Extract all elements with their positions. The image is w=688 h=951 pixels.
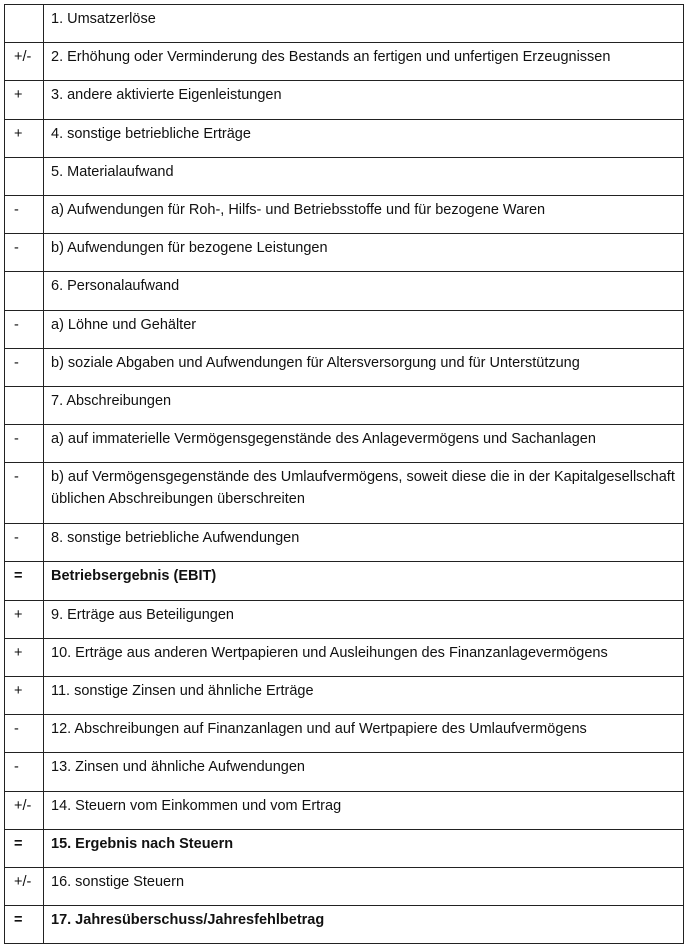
line-item-cell: b) Aufwendungen für bezogene Leistungen <box>43 233 684 273</box>
operator-cell: + <box>4 118 44 158</box>
line-item-cell: 7. Abschreibungen <box>43 385 684 426</box>
line-item-cell: 11. sonstige Zinsen und ähnliche Erträge <box>43 675 684 716</box>
operator-cell: + <box>4 675 44 716</box>
table-row: - a) Löhne und Gehälter <box>4 309 684 349</box>
operator-cell: - <box>4 309 44 349</box>
table-row: -13. Zinsen und ähnliche Aufwendungen <box>4 752 684 792</box>
line-item-cell: 17. Jahresüberschuss/Jahresfehlbetrag <box>43 905 684 945</box>
operator-cell: + <box>4 637 44 678</box>
table-row: = 17. Jahresüberschuss/Jahresfehlbetrag <box>4 905 684 945</box>
line-item-cell: 1. Umsatzerlöse <box>43 3 684 44</box>
table-row: +/- 2. Erhöhung oder Verminderung des Bes… <box>4 42 684 82</box>
operator-cell: = <box>4 828 44 868</box>
line-item-cell: 5. Materialaufwand <box>43 156 684 196</box>
table-row: 1. Umsatzerlöse <box>4 3 684 44</box>
operator-cell: = <box>4 561 44 601</box>
table-row: +11. sonstige Zinsen und ähnliche Erträg… <box>4 675 684 716</box>
operator-cell <box>4 271 44 311</box>
operator-cell: - <box>4 714 44 754</box>
line-item-cell: a) Aufwendungen für Roh-, Hilfs- und Bet… <box>43 194 684 235</box>
operator-cell: = <box>4 905 44 945</box>
line-item-cell: 14. Steuern vom Einkommen und vom Ertrag <box>43 790 684 830</box>
operator-cell: +/- <box>4 790 44 830</box>
table-row: +/- 14. Steuern vom Einkommen und vom Ert… <box>4 790 684 830</box>
line-item-cell: 10. Erträge aus anderen Wertpapieren und… <box>43 637 684 678</box>
line-item-cell: 8. sonstige betriebliche Aufwendungen <box>43 523 684 563</box>
operator-cell: +/- <box>4 866 44 907</box>
line-item-cell: a) Löhne und Gehälter <box>43 309 684 349</box>
operator-cell: - <box>4 462 44 525</box>
operator-cell: - <box>4 424 44 464</box>
table-row: +4. sonstige betriebliche Erträge <box>4 118 684 158</box>
operator-cell: + <box>4 80 44 120</box>
line-item-cell: 3. andere aktivierte Eigenleistungen <box>43 80 684 120</box>
operator-cell: - <box>4 523 44 563</box>
line-item-cell: 6. Personalaufwand <box>43 271 684 311</box>
table-row: +10. Erträge aus anderen Wertpapieren un… <box>4 637 684 678</box>
operator-cell: +/- <box>4 42 44 82</box>
line-item-cell: Betriebsergebnis (EBIT) <box>43 561 684 601</box>
operator-cell: - <box>4 347 44 387</box>
income-statement-table: 1. Umsatzerlöse +/- 2. Erhöhung oder Vermi… <box>4 3 684 945</box>
table-row: = 15. Ergebnis nach Steuern <box>4 828 684 868</box>
table-row: +/- 16. sonstige Steuern <box>4 866 684 907</box>
table-row: = Betriebsergebnis (EBIT) <box>4 561 684 601</box>
table-row: +9. Erträge aus Beteiligungen <box>4 599 684 639</box>
line-item-cell: 2. Erhöhung oder Verminderung des Bestan… <box>43 42 684 82</box>
table-row: - a) auf immaterielle Vermögensgegenständ… <box>4 424 684 464</box>
table-row: - a) Aufwendungen für Roh-, Hilfs- und Be… <box>4 194 684 235</box>
table-row: 5. Materialaufwand <box>4 156 684 196</box>
line-item-cell: 15. Ergebnis nach Steuern <box>43 828 684 868</box>
operator-cell: - <box>4 233 44 273</box>
line-item-cell: 16. sonstige Steuern <box>43 866 684 907</box>
operator-cell: - <box>4 194 44 235</box>
table-row: 7. Abschreibungen <box>4 385 684 426</box>
table-row: +3. andere aktivierte Eigenleistungen <box>4 80 684 120</box>
line-item-cell: 9. Erträge aus Beteiligungen <box>43 599 684 639</box>
operator-cell <box>4 3 44 44</box>
line-item-cell: b) auf Vermögensgegenstände des Umlaufve… <box>43 462 684 525</box>
table-row: - b) Aufwendungen für bezogene Leistungen <box>4 233 684 273</box>
line-item-cell: 4. sonstige betriebliche Erträge <box>43 118 684 158</box>
table-row: -8. sonstige betriebliche Aufwendungen <box>4 523 684 563</box>
table-row: 6. Personalaufwand <box>4 271 684 311</box>
line-item-cell: b) soziale Abgaben und Aufwendungen für … <box>43 347 684 387</box>
line-item-cell: 12. Abschreibungen auf Finanzanlagen und… <box>43 714 684 754</box>
operator-cell: - <box>4 752 44 792</box>
operator-cell: + <box>4 599 44 639</box>
line-item-cell: a) auf immaterielle Vermögensgegenstände… <box>43 424 684 464</box>
operator-cell <box>4 385 44 426</box>
table-row: -12. Abschreibungen auf Finanzanlagen un… <box>4 714 684 754</box>
table-row: - b) auf Vermögensgegenstände des Umlaufv… <box>4 462 684 525</box>
operator-cell <box>4 156 44 196</box>
table-body: 1. Umsatzerlöse +/- 2. Erhöhung oder Vermi… <box>4 3 684 945</box>
table-row: - b) soziale Abgaben und Aufwendungen für… <box>4 347 684 387</box>
line-item-cell: 13. Zinsen und ähnliche Aufwendungen <box>43 752 684 792</box>
